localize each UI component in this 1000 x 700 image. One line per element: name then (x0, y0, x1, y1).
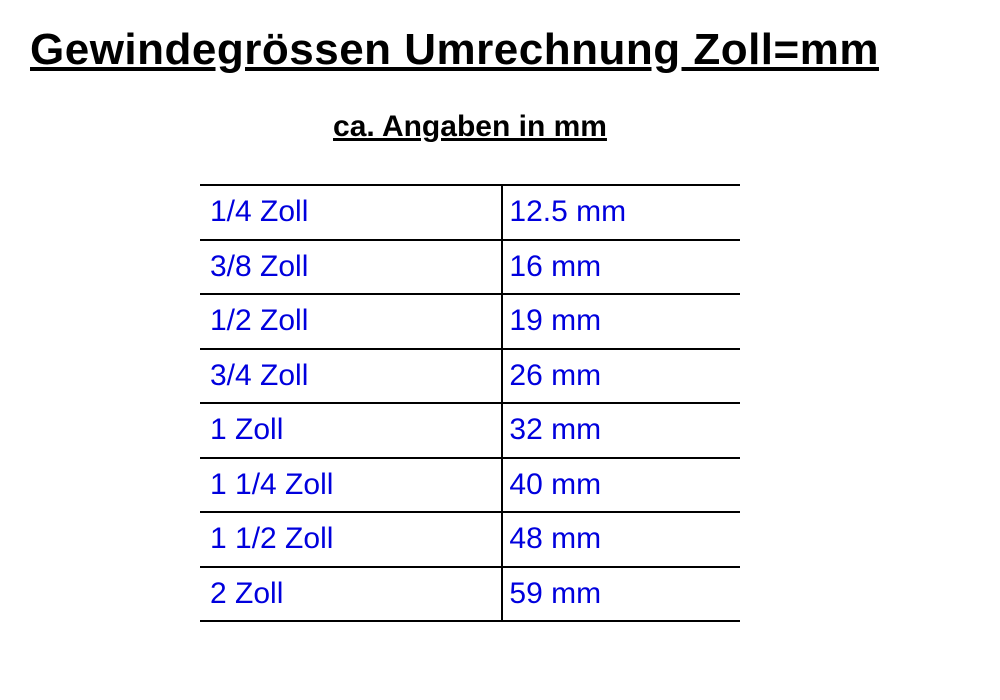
table-row: 1 Zoll 32 mm (200, 403, 740, 458)
conversion-table: 1/4 Zoll 12.5 mm 3/8 Zoll 16 mm 1/2 Zoll… (200, 184, 740, 622)
cell-mm: 40 mm (502, 458, 740, 513)
cell-mm: 48 mm (502, 512, 740, 567)
table-row: 2 Zoll 59 mm (200, 567, 740, 622)
table-row: 1/4 Zoll 12.5 mm (200, 185, 740, 240)
cell-zoll: 3/8 Zoll (200, 240, 502, 295)
page-title: Gewindegrössen Umrechnung Zoll=mm (30, 25, 970, 75)
cell-mm: 32 mm (502, 403, 740, 458)
table-row: 3/8 Zoll 16 mm (200, 240, 740, 295)
cell-mm: 12.5 mm (502, 185, 740, 240)
cell-mm: 26 mm (502, 349, 740, 404)
cell-mm: 16 mm (502, 240, 740, 295)
cell-mm: 59 mm (502, 567, 740, 622)
page-subtitle: ca. Angaben in mm (0, 110, 970, 144)
table-row: 3/4 Zoll 26 mm (200, 349, 740, 404)
cell-zoll: 2 Zoll (200, 567, 502, 622)
table-wrapper: 1/4 Zoll 12.5 mm 3/8 Zoll 16 mm 1/2 Zoll… (0, 184, 970, 622)
cell-zoll: 1/4 Zoll (200, 185, 502, 240)
cell-zoll: 1/2 Zoll (200, 294, 502, 349)
table-row: 1 1/2 Zoll 48 mm (200, 512, 740, 567)
cell-zoll: 1 Zoll (200, 403, 502, 458)
cell-mm: 19 mm (502, 294, 740, 349)
cell-zoll: 3/4 Zoll (200, 349, 502, 404)
cell-zoll: 1 1/4 Zoll (200, 458, 502, 513)
table-row: 1/2 Zoll 19 mm (200, 294, 740, 349)
table-row: 1 1/4 Zoll 40 mm (200, 458, 740, 513)
cell-zoll: 1 1/2 Zoll (200, 512, 502, 567)
